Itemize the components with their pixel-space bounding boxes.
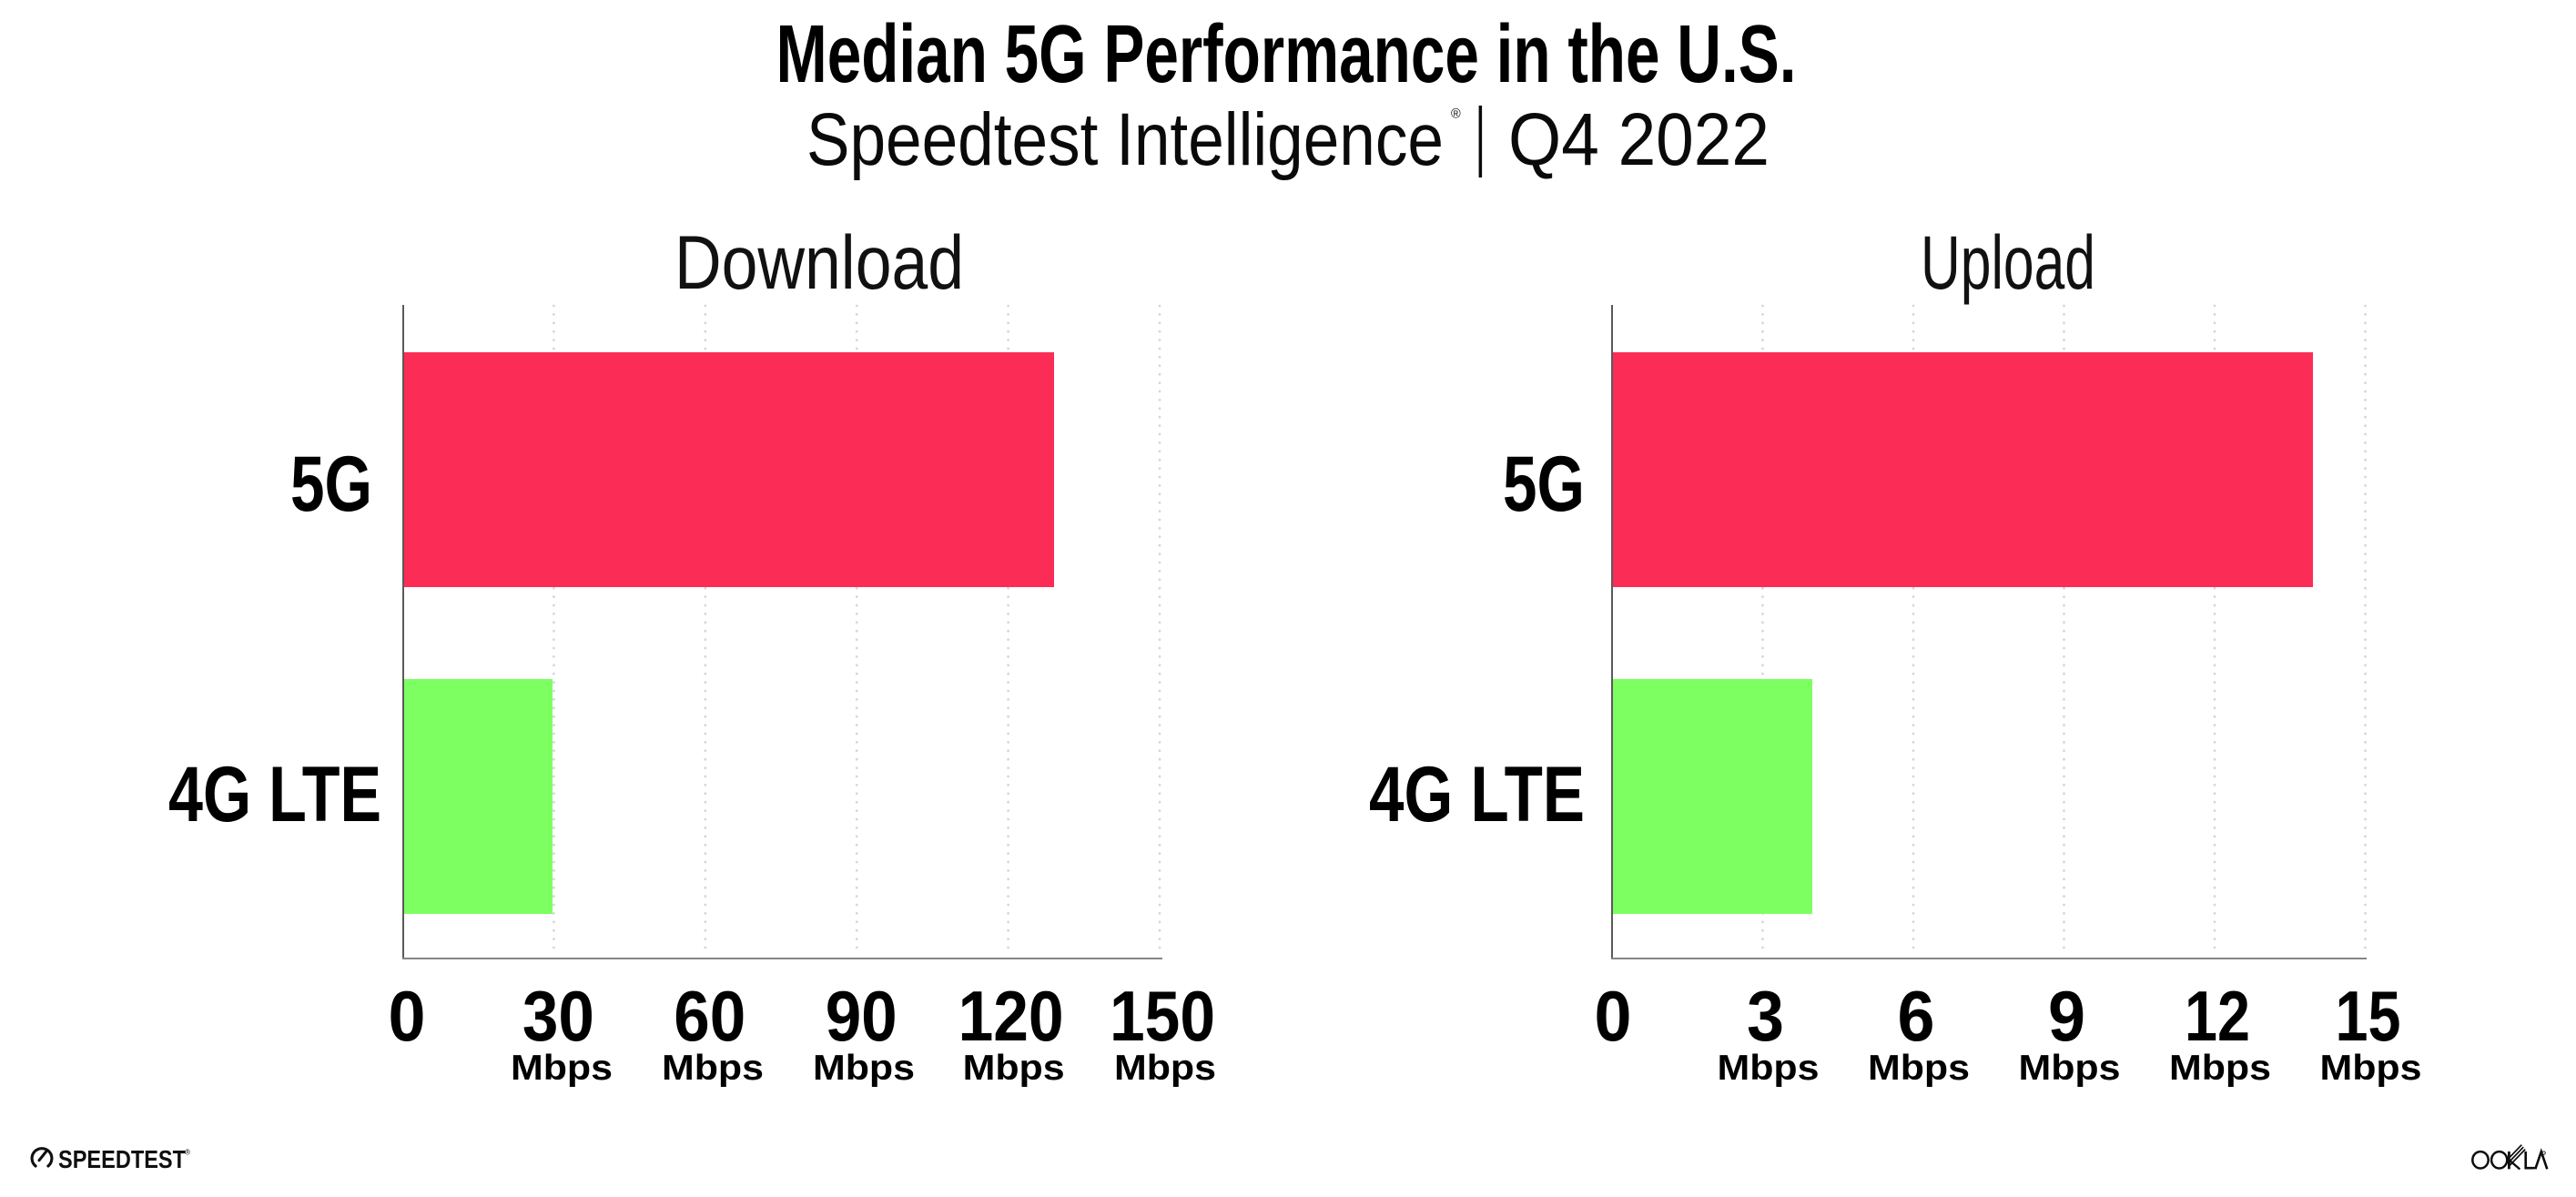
svg-text:Median 5G Performance in the U: Median 5G Performance in the U.S. [776,9,1797,100]
svg-text:120: 120 [958,976,1064,1056]
svg-text:Download: Download [674,219,964,305]
svg-text:60: 60 [674,976,745,1056]
svg-text:®: ® [1451,107,1461,122]
svg-text:12: 12 [2185,976,2250,1056]
svg-text:Mbps: Mbps [1868,1049,1970,1088]
svg-text:Mbps: Mbps [1718,1049,1820,1088]
svg-text:SPEEDTEST: SPEEDTEST [58,1145,186,1173]
svg-text:15: 15 [2336,976,2401,1056]
svg-text:3: 3 [1747,976,1784,1056]
svg-text:4G LTE: 4G LTE [168,751,381,838]
svg-text:Mbps: Mbps [963,1049,1065,1088]
svg-text:0: 0 [1595,976,1632,1056]
svg-text:150: 150 [1110,976,1215,1056]
svg-text:Upload: Upload [1921,219,2095,305]
svg-text:Mbps: Mbps [813,1049,915,1088]
svg-text:9: 9 [2048,976,2085,1056]
svg-text:30: 30 [522,976,594,1056]
svg-text:5G: 5G [1503,441,1585,528]
svg-text:6: 6 [1898,976,1935,1056]
svg-text:4G LTE: 4G LTE [1369,751,1585,838]
svg-text:0: 0 [389,976,426,1056]
svg-text:Mbps: Mbps [511,1049,613,1088]
svg-text:Mbps: Mbps [2320,1049,2422,1088]
svg-text:Speedtest Intelligence: Speedtest Intelligence [806,98,1444,181]
svg-text:Mbps: Mbps [2019,1049,2121,1088]
svg-text:Q4 2022: Q4 2022 [1508,98,1770,181]
svg-text:Mbps: Mbps [662,1049,764,1088]
svg-text:Mbps: Mbps [1114,1049,1216,1088]
svg-text:®: ® [185,1148,191,1157]
svg-text:5G: 5G [290,441,372,528]
svg-text:90: 90 [826,976,898,1056]
svg-text:Mbps: Mbps [2169,1049,2271,1088]
